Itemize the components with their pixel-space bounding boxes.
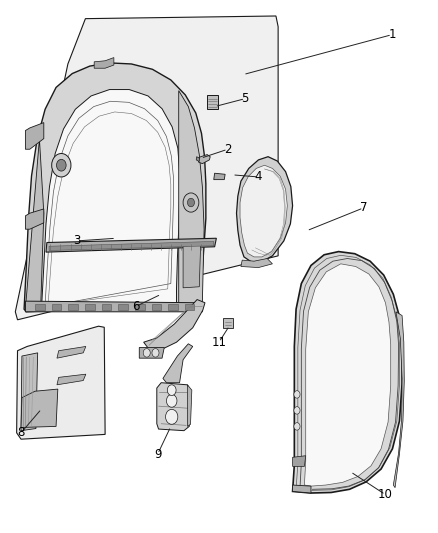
Text: 2: 2 xyxy=(224,143,232,156)
Polygon shape xyxy=(118,304,128,310)
Polygon shape xyxy=(293,252,402,493)
Text: 7: 7 xyxy=(360,201,367,214)
Polygon shape xyxy=(304,264,391,486)
Polygon shape xyxy=(196,157,200,161)
Circle shape xyxy=(294,391,300,398)
Polygon shape xyxy=(35,304,45,310)
Polygon shape xyxy=(85,304,95,310)
Text: 3: 3 xyxy=(73,235,80,247)
Polygon shape xyxy=(21,353,38,431)
Polygon shape xyxy=(223,318,233,328)
Polygon shape xyxy=(293,456,306,466)
Polygon shape xyxy=(168,304,178,310)
Polygon shape xyxy=(214,173,225,180)
Circle shape xyxy=(166,409,178,424)
Circle shape xyxy=(143,349,150,357)
Polygon shape xyxy=(183,245,201,288)
Polygon shape xyxy=(185,304,194,310)
Polygon shape xyxy=(25,301,202,312)
Polygon shape xyxy=(163,344,193,383)
Polygon shape xyxy=(241,259,272,268)
Circle shape xyxy=(167,385,176,395)
Polygon shape xyxy=(207,95,218,109)
Polygon shape xyxy=(139,348,164,358)
Polygon shape xyxy=(46,238,216,252)
Circle shape xyxy=(183,193,199,212)
Polygon shape xyxy=(187,385,192,426)
Polygon shape xyxy=(135,304,145,310)
Polygon shape xyxy=(293,485,311,493)
Polygon shape xyxy=(94,58,114,68)
Polygon shape xyxy=(42,90,180,309)
Polygon shape xyxy=(25,139,44,309)
Polygon shape xyxy=(152,304,161,310)
Text: 9: 9 xyxy=(154,448,162,461)
Circle shape xyxy=(166,394,177,407)
Polygon shape xyxy=(52,304,61,310)
Polygon shape xyxy=(49,241,214,251)
Circle shape xyxy=(294,407,300,414)
Polygon shape xyxy=(57,374,86,385)
Text: 6: 6 xyxy=(132,300,140,313)
Polygon shape xyxy=(57,346,86,358)
Polygon shape xyxy=(24,63,206,312)
Polygon shape xyxy=(21,389,58,427)
Polygon shape xyxy=(25,123,44,149)
Circle shape xyxy=(294,423,300,430)
Polygon shape xyxy=(25,209,44,229)
Text: 10: 10 xyxy=(378,488,393,501)
Circle shape xyxy=(57,159,66,171)
Polygon shape xyxy=(240,165,287,257)
Text: 4: 4 xyxy=(254,171,262,183)
Polygon shape xyxy=(68,304,78,310)
Circle shape xyxy=(52,154,71,177)
Text: 8: 8 xyxy=(18,426,25,439)
Circle shape xyxy=(152,349,159,357)
Polygon shape xyxy=(237,157,293,262)
Text: 11: 11 xyxy=(212,336,226,349)
Circle shape xyxy=(187,198,194,207)
Polygon shape xyxy=(15,16,278,320)
Polygon shape xyxy=(179,91,204,305)
Polygon shape xyxy=(393,312,404,488)
Text: 5: 5 xyxy=(242,92,249,105)
Polygon shape xyxy=(17,326,105,439)
Polygon shape xyxy=(144,300,205,352)
Polygon shape xyxy=(102,304,111,310)
Polygon shape xyxy=(198,155,210,164)
Polygon shape xyxy=(157,383,191,431)
Text: 1: 1 xyxy=(388,28,396,41)
